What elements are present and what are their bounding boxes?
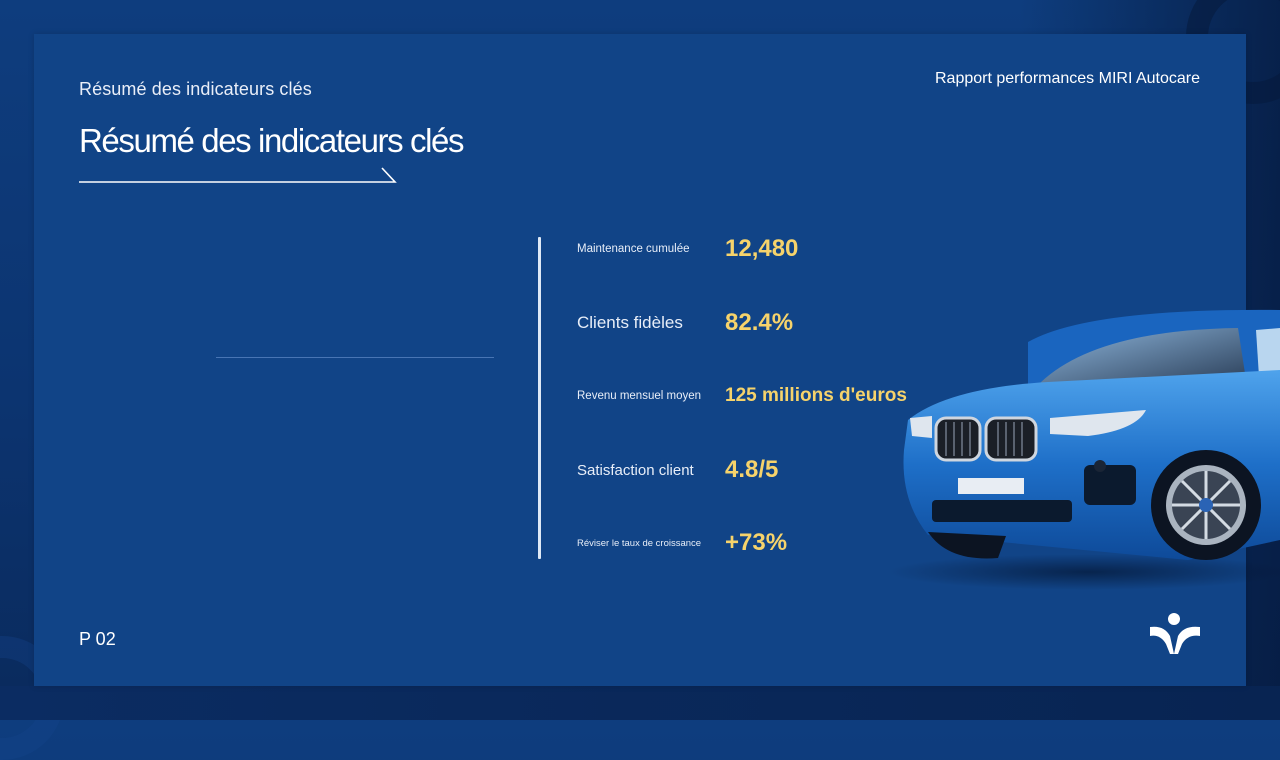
kpi-label: Revenu mensuel moyen (577, 390, 702, 402)
blue-suv-car-image (888, 309, 1280, 590)
kpi-growth-rate: Réviser le taux de croissance +73% (577, 528, 787, 558)
page-number: P 02 (79, 629, 116, 649)
kpi-label: Maintenance cumulée (577, 243, 690, 255)
person-arms-up-logo-icon (1150, 613, 1200, 654)
kpi-label: Réviser le taux de croissance (577, 537, 702, 549)
kpi-value: 82.4% (725, 309, 794, 336)
kpi-maintenance: Maintenance cumulée 12,480 (577, 234, 798, 264)
kpi-loyal-clients: Clients fidèles 82.4% (577, 308, 793, 338)
empty-chart-area (216, 357, 496, 359)
title-underline-arrow (79, 167, 397, 183)
kpi-monthly-revenue: Revenu mensuel moyen 125 millions d'euro… (577, 381, 907, 411)
chart-axis-line (216, 357, 494, 358)
kpi-label: Clients fidèles (577, 313, 683, 332)
report-title: Rapport performances MIRI Autocare (934, 70, 1200, 87)
page-title: Résumé des indicateurs clés (79, 122, 464, 159)
kpi-value: 125 millions d'euros (725, 385, 907, 406)
kpi-value: 4.8/5 (725, 456, 779, 483)
slide-subtitle: Résumé des indicateurs clés (79, 79, 312, 99)
kpi-value: 12,480 (725, 235, 799, 262)
vertical-divider (538, 237, 541, 559)
kpi-label: Satisfaction client (577, 461, 694, 479)
kpi-satisfaction: Satisfaction client 4.8/5 (577, 455, 778, 485)
background-bottom-band (0, 686, 1280, 720)
kpi-value: +73% (725, 529, 788, 556)
